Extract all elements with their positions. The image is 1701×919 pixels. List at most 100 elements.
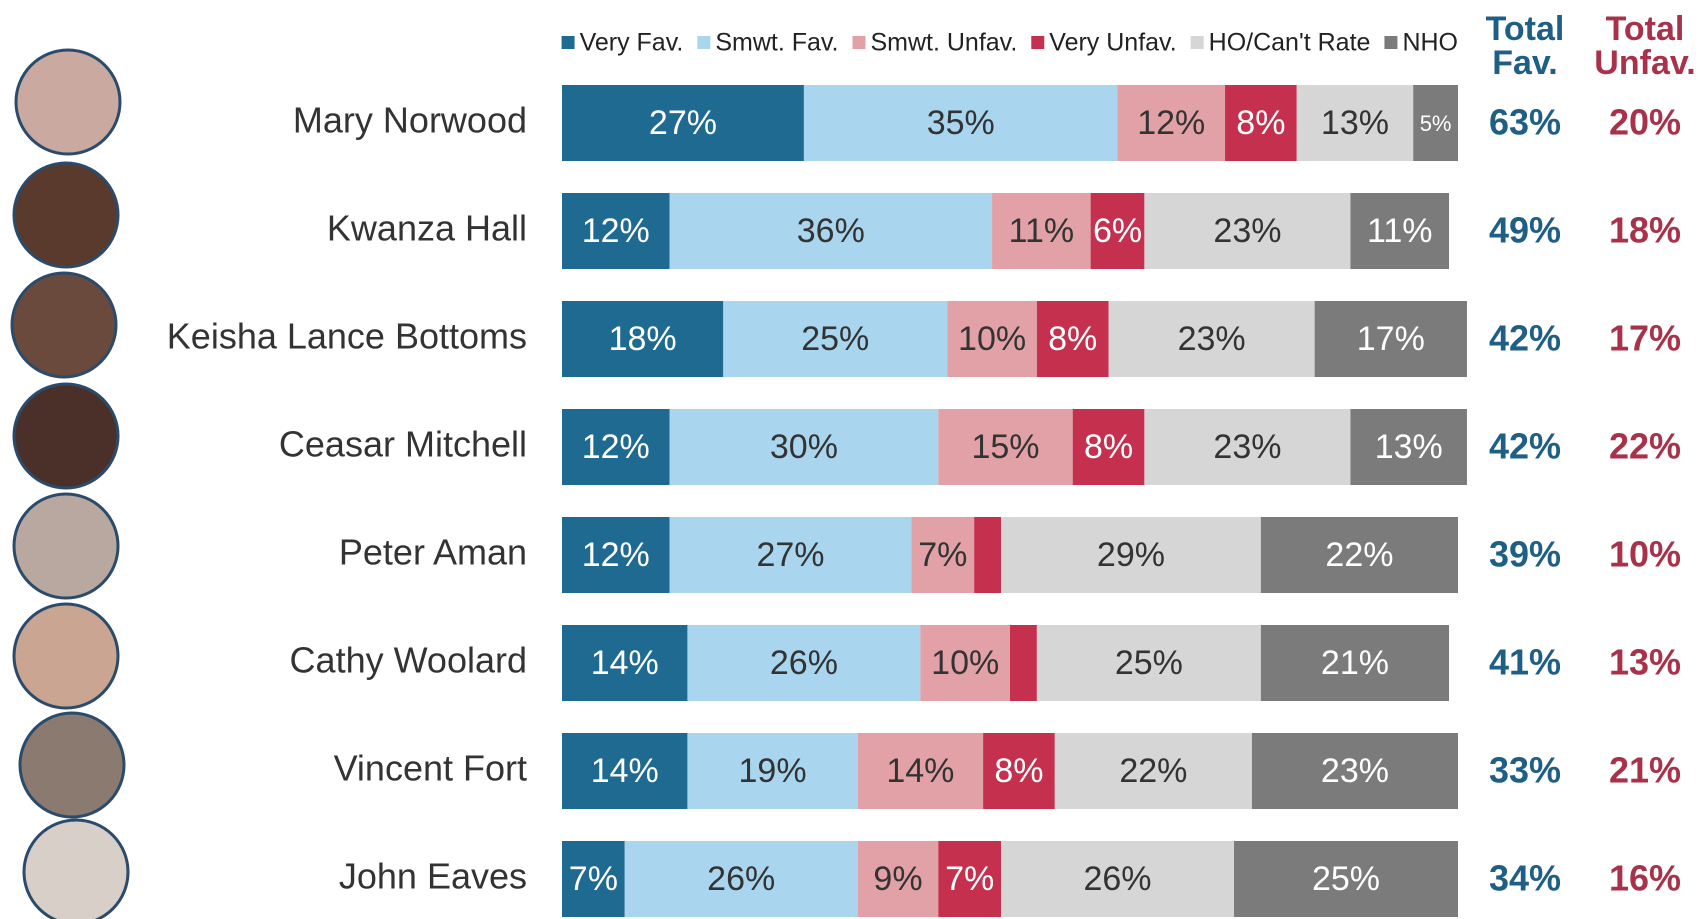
bar-segment xyxy=(1036,301,1109,377)
legend-swatch xyxy=(852,36,866,49)
total-label: 34% xyxy=(1489,858,1561,899)
value-label: 12% xyxy=(582,428,650,466)
bar-segment xyxy=(669,193,993,269)
photo xyxy=(14,48,122,156)
bar-segment xyxy=(1108,301,1315,377)
category-label: Cathy Woolard xyxy=(290,640,527,681)
value-label: 35% xyxy=(927,104,995,142)
total-label: 10% xyxy=(1609,534,1681,575)
legend-swatch xyxy=(1384,36,1398,49)
bar-segment xyxy=(938,841,1002,917)
bar-segment xyxy=(857,733,984,809)
category-label: John Eaves xyxy=(339,856,527,897)
value-label: 12% xyxy=(582,536,650,574)
bar-segment xyxy=(669,517,912,593)
total-label: 21% xyxy=(1609,750,1681,791)
value-label: 7% xyxy=(569,860,618,898)
bar-segment xyxy=(920,625,1010,701)
bar-segment xyxy=(562,841,625,917)
value-label: 25% xyxy=(1312,860,1380,898)
bar-segment xyxy=(1001,841,1234,917)
legend-swatch xyxy=(1190,36,1204,49)
bar-segment xyxy=(562,517,670,593)
bar-segment xyxy=(1260,625,1450,701)
photo xyxy=(12,161,120,269)
total-label: 18% xyxy=(1609,210,1681,251)
value-label: 25% xyxy=(801,320,869,358)
value-label: 29% xyxy=(1097,536,1165,574)
bar-segment xyxy=(992,193,1091,269)
value-label: 26% xyxy=(770,644,838,682)
value-label: 10% xyxy=(931,644,999,682)
bar-segment xyxy=(857,841,939,917)
photos xyxy=(10,48,130,919)
bar-segment xyxy=(1054,733,1252,809)
bar-segment xyxy=(562,85,804,161)
value-label: 11% xyxy=(1367,212,1433,250)
value-label: 7% xyxy=(918,536,967,574)
total-label: 16% xyxy=(1609,858,1681,899)
value-label: 30% xyxy=(770,428,838,466)
value-label: 23% xyxy=(1213,428,1281,466)
bar-segment xyxy=(1234,841,1458,917)
total-header: Total Unfav. xyxy=(1594,10,1696,82)
bar-segment xyxy=(1225,85,1297,161)
bar-segment xyxy=(562,193,670,269)
value-label: 10% xyxy=(958,320,1026,358)
value-label: 12% xyxy=(1137,104,1205,142)
bar-segment xyxy=(1117,85,1226,161)
legend-swatch xyxy=(561,36,575,49)
bar-segment xyxy=(1314,301,1467,377)
category-label: Mary Norwood xyxy=(293,100,527,141)
bar-segment xyxy=(1251,733,1458,809)
bar-segment xyxy=(1010,625,1037,701)
value-label: 22% xyxy=(1119,752,1187,790)
bar-segment xyxy=(974,517,1002,593)
bar-segment xyxy=(562,409,670,485)
category-label: Vincent Fort xyxy=(334,748,527,789)
bar-segment xyxy=(911,517,975,593)
total-label: 42% xyxy=(1489,318,1561,359)
photo xyxy=(22,818,130,919)
total-label: 20% xyxy=(1609,102,1681,143)
legend-label: NHO xyxy=(1402,29,1458,57)
total-label: 63% xyxy=(1489,102,1561,143)
value-label: 8% xyxy=(1084,428,1133,466)
value-label: 23% xyxy=(1178,320,1246,358)
value-label: 26% xyxy=(1083,860,1151,898)
bar-segment xyxy=(1350,409,1467,485)
value-label: 13% xyxy=(1321,104,1389,142)
value-label: 27% xyxy=(756,536,824,574)
bar-segment xyxy=(1296,85,1414,161)
bar-segment xyxy=(624,841,858,917)
value-label: 14% xyxy=(591,644,659,682)
category-label: Kwanza Hall xyxy=(327,208,527,249)
value-label: 15% xyxy=(971,428,1039,466)
value-label: 23% xyxy=(1321,752,1389,790)
total-label: 22% xyxy=(1609,426,1681,467)
value-label: 11% xyxy=(1009,212,1075,250)
bar-segment xyxy=(1144,409,1351,485)
photo xyxy=(18,711,126,819)
total-label: 49% xyxy=(1489,210,1561,251)
value-label: 26% xyxy=(707,860,775,898)
bar-segment xyxy=(1036,625,1261,701)
total-label: 41% xyxy=(1489,642,1561,683)
legend-label: Smwt. Unfav. xyxy=(870,29,1017,57)
bar-segment xyxy=(1090,193,1145,269)
total-label: 39% xyxy=(1489,534,1561,575)
value-label: 8% xyxy=(994,752,1043,790)
value-label: 8% xyxy=(1048,320,1097,358)
legend-label: Very Fav. xyxy=(580,29,684,57)
value-label: 12% xyxy=(582,212,650,250)
value-label: 13% xyxy=(1375,428,1443,466)
value-label: 17% xyxy=(1357,320,1425,358)
value-label: 18% xyxy=(609,320,677,358)
photo xyxy=(12,492,120,600)
bar-segment xyxy=(669,409,939,485)
bar-segment xyxy=(1260,517,1458,593)
value-label: 36% xyxy=(797,212,865,250)
value-label: 14% xyxy=(591,752,659,790)
